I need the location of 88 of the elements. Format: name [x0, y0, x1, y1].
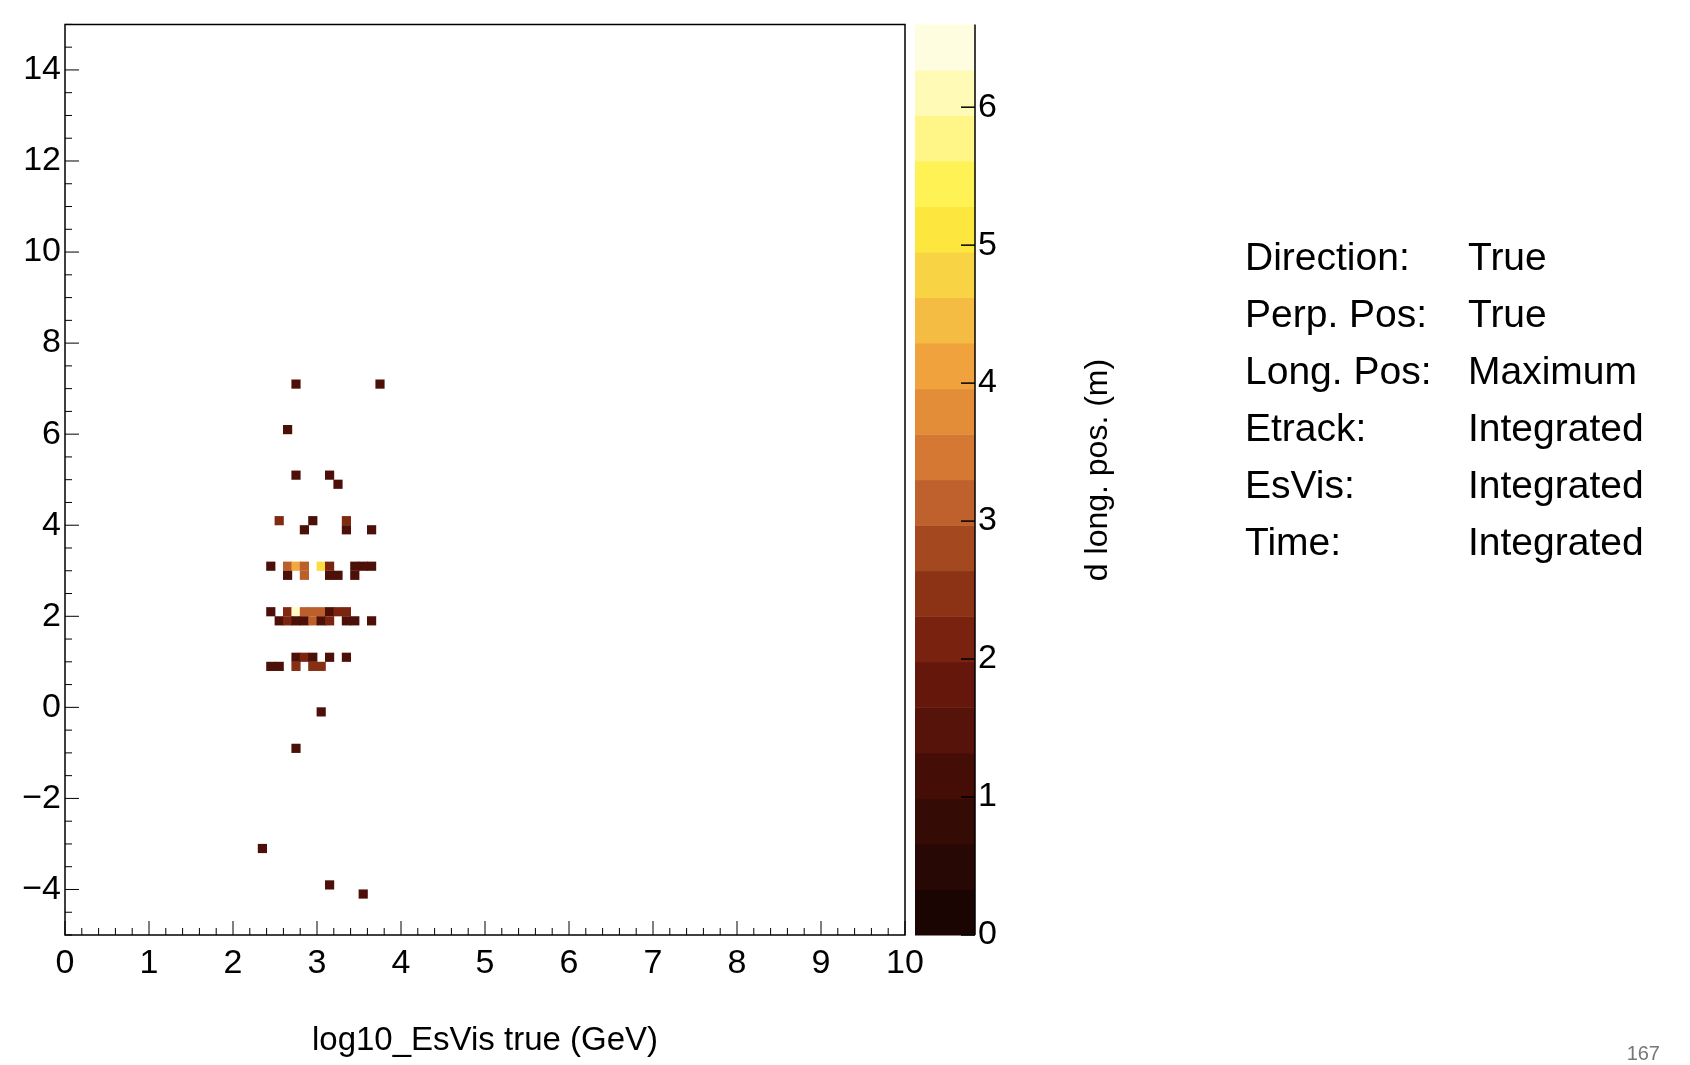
text: Time: — [1245, 520, 1342, 563]
point — [325, 652, 335, 662]
point — [291, 616, 301, 626]
color-bar-label: 5 — [978, 223, 997, 262]
x-tick-label: 4 — [391, 941, 411, 980]
text: Long. Pos: — [1245, 349, 1432, 392]
color-bar-label: 3 — [978, 499, 997, 538]
text: EsVis: — [1245, 463, 1355, 506]
point — [333, 570, 343, 580]
y-tick-label: 0 — [42, 685, 61, 724]
color-bar-label: 1 — [978, 775, 997, 814]
color-bar-label: 0 — [978, 913, 997, 952]
y-tick-label: 10 — [23, 230, 61, 269]
point — [308, 607, 318, 617]
point — [274, 516, 284, 526]
text: Integrated — [1468, 406, 1644, 449]
point — [341, 607, 351, 617]
point — [350, 570, 360, 580]
point — [291, 561, 301, 571]
x-tick-label: 6 — [559, 941, 579, 980]
point — [341, 525, 351, 535]
point — [266, 661, 276, 671]
text: Etrack: — [1245, 406, 1367, 449]
point — [350, 616, 360, 626]
point — [367, 525, 377, 535]
point — [299, 570, 309, 580]
point — [367, 561, 377, 571]
point — [291, 661, 301, 671]
x-tick-label: 3 — [307, 941, 327, 980]
point — [316, 707, 326, 717]
text: True — [1468, 292, 1547, 335]
point — [358, 889, 368, 899]
point — [266, 561, 276, 571]
color-bar-label: 2 — [978, 637, 997, 676]
point — [367, 616, 377, 626]
text: Direction: — [1245, 235, 1410, 278]
point — [291, 652, 301, 662]
y-tick-label: 2 — [42, 594, 61, 633]
point — [316, 661, 326, 671]
color-bar-title: d long. pos. (m) — [1077, 358, 1114, 582]
x-tick-label: 8 — [727, 941, 747, 980]
point — [325, 470, 335, 480]
point — [333, 479, 343, 489]
point — [350, 561, 360, 571]
point — [266, 607, 276, 617]
point — [308, 652, 318, 662]
point — [325, 616, 335, 626]
text: Integrated — [1468, 520, 1644, 563]
point — [333, 607, 343, 617]
y-tick-label: 8 — [42, 321, 61, 360]
y-tick-label: 14 — [23, 48, 61, 87]
y-tick-label: 4 — [42, 503, 61, 542]
point — [283, 570, 293, 580]
point — [325, 561, 335, 571]
point — [257, 843, 267, 854]
point — [299, 525, 309, 535]
y-tick-label: −4 — [22, 867, 61, 906]
y-tick-label: 6 — [42, 412, 61, 451]
point — [291, 379, 301, 389]
x-tick-label: 7 — [643, 941, 663, 980]
point — [308, 616, 318, 626]
x-axis-title: log10_EsVis true (GeV) — [311, 1020, 659, 1058]
point — [375, 379, 385, 389]
point — [308, 661, 318, 671]
point — [291, 743, 301, 753]
text: Maximum — [1468, 349, 1638, 392]
point — [274, 661, 284, 671]
point — [325, 880, 335, 890]
point — [299, 561, 309, 571]
color-bar-label: 6 — [978, 85, 997, 124]
point — [283, 425, 293, 435]
y-tick-label: −2 — [22, 776, 61, 815]
point — [308, 516, 318, 526]
color-bar-label: 4 — [978, 361, 997, 400]
point — [341, 652, 351, 662]
x-tick-label: 9 — [811, 941, 831, 980]
x-tick-label: 1 — [139, 941, 159, 980]
point — [291, 470, 301, 480]
x-tick-label: 2 — [223, 941, 243, 980]
y-tick-label: 12 — [23, 139, 61, 178]
point — [341, 516, 351, 526]
text: Perp. Pos: — [1245, 292, 1428, 335]
text: Integrated — [1468, 463, 1644, 506]
point — [291, 607, 301, 617]
x-tick-label: 10 — [886, 941, 924, 980]
x-tick-label: 5 — [475, 941, 495, 980]
text: 167 — [1626, 1042, 1660, 1064]
text: True — [1468, 235, 1547, 278]
